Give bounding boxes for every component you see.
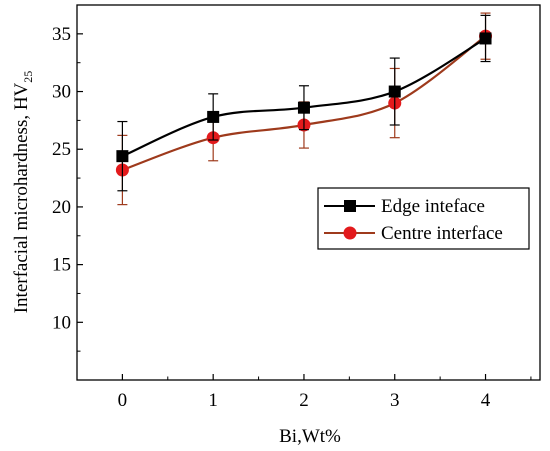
legend-label-centre: Centre interface bbox=[381, 223, 503, 244]
y-tick-label: 10 bbox=[52, 312, 71, 333]
legend-box bbox=[317, 187, 530, 250]
data-point-square bbox=[388, 85, 401, 98]
x-axis-title: Bi,Wt% bbox=[279, 426, 341, 447]
x-tick-label: 1 bbox=[208, 390, 218, 411]
data-point-square bbox=[116, 150, 129, 163]
x-tick-label: 4 bbox=[481, 390, 491, 411]
y-axis-title-subscript: 25 bbox=[21, 71, 35, 83]
legend-entry-edge: Edge inteface bbox=[324, 196, 485, 217]
y-axis-title-main: Interfacial microhardness, HV bbox=[11, 82, 32, 313]
legend-label-edge: Edge inteface bbox=[381, 196, 485, 217]
legend-marker-square bbox=[344, 200, 356, 212]
axis-ticks bbox=[76, 4, 532, 380]
data-point-square bbox=[479, 32, 492, 45]
x-tick-label: 0 bbox=[118, 390, 128, 411]
y-tick-label: 35 bbox=[52, 24, 71, 45]
y-tick-labels: 10 15 20 25 30 35 bbox=[52, 24, 71, 333]
y-tick-label: 15 bbox=[52, 255, 71, 276]
legend-entry-centre: Centre interface bbox=[324, 223, 503, 244]
series-layer bbox=[115, 12, 493, 206]
data-point-square bbox=[297, 101, 310, 114]
y-tick-label: 30 bbox=[52, 82, 71, 103]
plot-frame bbox=[76, 4, 541, 381]
legend: Edge inteface Centre interface bbox=[317, 187, 530, 250]
x-tick-label: 3 bbox=[390, 390, 400, 411]
x-tick-labels: 0 1 2 3 4 bbox=[118, 390, 491, 411]
y-axis-title: Interfacial microhardness, HV25 bbox=[11, 71, 35, 314]
series-edge bbox=[116, 14, 492, 192]
y-tick-label: 20 bbox=[52, 197, 71, 218]
y-tick-label: 25 bbox=[52, 139, 71, 160]
legend-marker-circle bbox=[343, 226, 357, 240]
x-tick-label: 2 bbox=[299, 390, 309, 411]
data-point-square bbox=[207, 110, 220, 123]
